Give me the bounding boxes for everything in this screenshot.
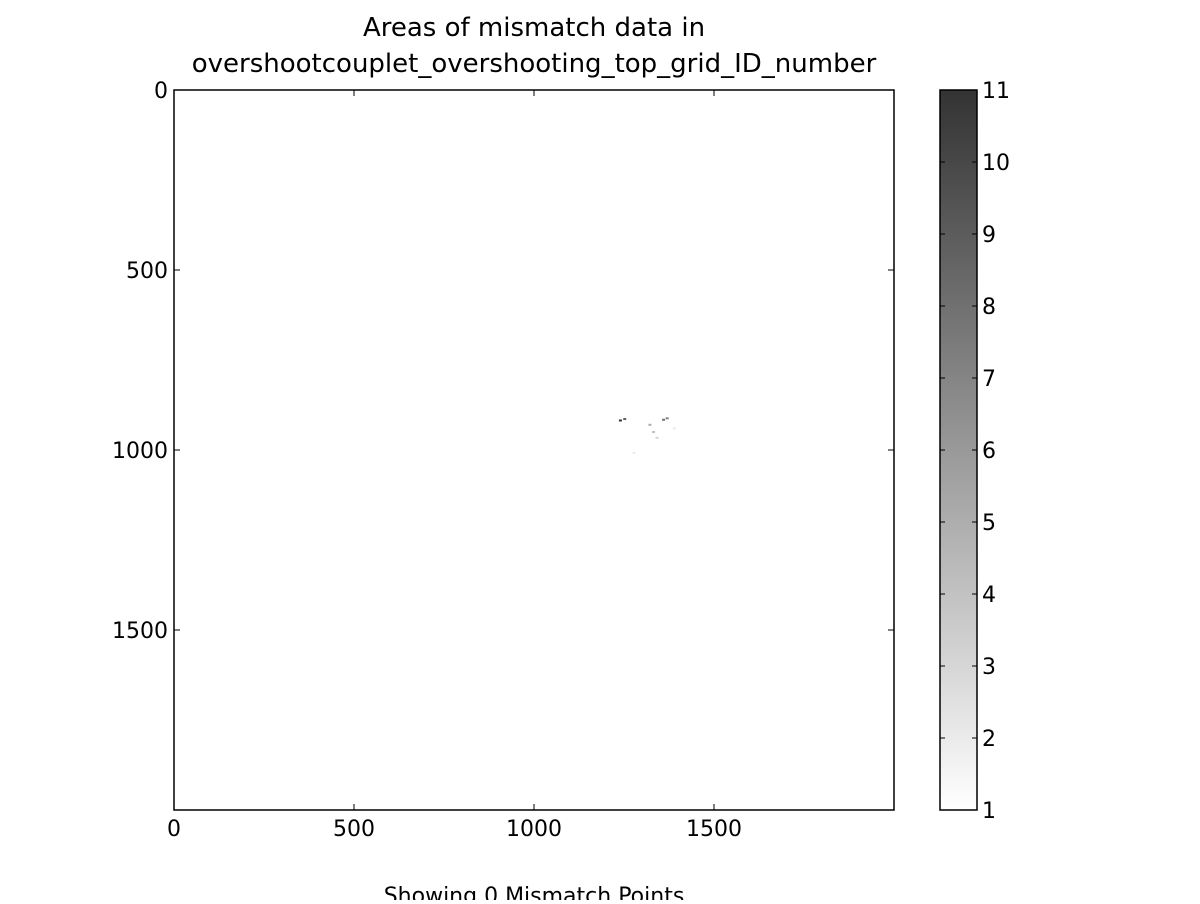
y-tick-label: 0 [154,79,168,104]
colorbar-tick-label: 7 [982,367,996,392]
colorbar-tick-label: 8 [982,295,996,320]
x-axis-label: Showing 0 Mismatch Points [384,884,685,900]
colorbar-tick-label: 10 [982,151,1010,176]
pixel [662,418,666,421]
x-tick-label: 500 [333,817,375,842]
colorbar-tick-label: 5 [982,511,996,536]
pixel [665,417,669,420]
colorbar-tick-label: 1 [982,799,996,824]
colorbar-tick-label: 3 [982,655,996,680]
y-tick-label: 1500 [112,619,168,644]
pixel [632,451,636,454]
chart-title: Areas of mismatch data in [363,13,705,43]
x-tick-label: 1000 [506,817,562,842]
chart-title: overshootcouplet_overshooting_top_grid_I… [192,49,877,79]
pixel [672,427,676,430]
pixel [623,418,627,421]
y-tick-label: 500 [126,259,168,284]
colorbar-tick-label: 2 [982,727,996,752]
pixel [618,419,622,422]
x-tick-label: 1500 [686,817,742,842]
colorbar-tick-label: 4 [982,583,996,608]
y-tick-label: 1000 [112,439,168,464]
pixel [648,423,652,426]
x-tick-label: 0 [167,817,181,842]
pixel [655,436,659,439]
plot-area [174,90,894,810]
axes-frame [173,89,895,811]
pixel [652,431,656,433]
colorbar-tick-label: 6 [982,439,996,464]
colorbar-tick-label: 9 [982,223,996,248]
colorbar [939,89,978,811]
colorbar-tick-label: 11 [982,79,1010,104]
